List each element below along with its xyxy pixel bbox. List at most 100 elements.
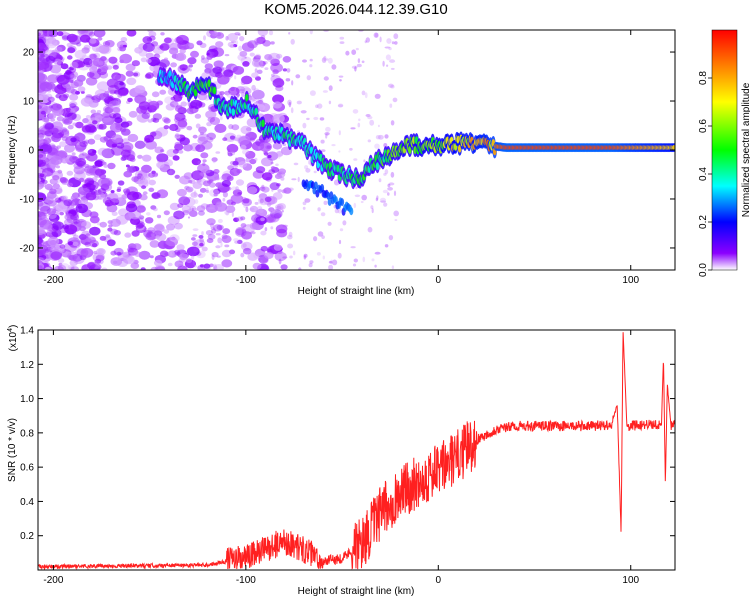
heatmap-cell bbox=[254, 41, 259, 46]
spectrogram-marks bbox=[38, 30, 675, 270]
colorbar-tick-label: 0.8 bbox=[698, 71, 709, 85]
heatmap-cell bbox=[72, 156, 77, 160]
heatmap-cell bbox=[59, 244, 66, 249]
heatmap-cell bbox=[302, 122, 307, 129]
heatmap-cell bbox=[71, 59, 84, 69]
heatmap-cell bbox=[85, 124, 96, 133]
heatmap-cell bbox=[212, 66, 223, 74]
heatmap-cell bbox=[148, 187, 155, 192]
heatmap-cell bbox=[61, 35, 69, 41]
heatmap-cell bbox=[56, 116, 64, 122]
heatmap-cell bbox=[176, 244, 185, 251]
heatmap-cell bbox=[265, 216, 274, 223]
heatmap-cell bbox=[296, 100, 302, 105]
heatmap-cell bbox=[225, 211, 229, 216]
heatmap-cell bbox=[128, 165, 138, 173]
heatmap-cell bbox=[160, 32, 165, 36]
heatmap-cell bbox=[70, 213, 80, 221]
heatmap-cell bbox=[321, 235, 325, 240]
heatmap-cell bbox=[233, 44, 238, 48]
heatmap-cell bbox=[257, 218, 261, 221]
heatmap-cell bbox=[128, 110, 138, 118]
heatmap-cell bbox=[247, 41, 253, 45]
heatmap-cell bbox=[100, 56, 107, 62]
heatmap-cell bbox=[276, 53, 283, 59]
heatmap-cell bbox=[186, 107, 196, 115]
heatmap-cell bbox=[371, 258, 375, 262]
heatmap-cell bbox=[326, 191, 331, 200]
heatmap-cell bbox=[67, 124, 74, 130]
heatmap-cell bbox=[356, 63, 362, 68]
heatmap-cell bbox=[384, 244, 389, 248]
heatmap-cell bbox=[267, 154, 272, 159]
heatmap-cell bbox=[387, 187, 393, 191]
snr-scale-label: (x104) bbox=[7, 325, 19, 352]
heatmap-cell bbox=[264, 54, 273, 61]
heatmap-cell bbox=[235, 228, 247, 237]
heatmap-cell bbox=[198, 126, 207, 134]
heatmap-cell bbox=[207, 79, 211, 88]
heatmap-cell bbox=[94, 160, 104, 168]
heatmap-cell bbox=[206, 204, 211, 208]
heatmap-cell bbox=[106, 239, 116, 247]
snr-ylabel: SNR (10 * v/v) bbox=[7, 418, 18, 482]
heatmap-cell bbox=[99, 71, 109, 79]
heatmap-cell bbox=[246, 224, 252, 227]
heatmap-cell bbox=[117, 94, 123, 98]
heatmap-cell bbox=[121, 195, 127, 201]
heatmap-cell bbox=[173, 210, 185, 220]
heatmap-cell bbox=[293, 250, 296, 256]
heatmap-cell bbox=[234, 32, 241, 36]
heatmap-cell bbox=[78, 30, 86, 34]
heatmap-cell bbox=[113, 247, 124, 256]
heatmap-cell bbox=[306, 117, 310, 121]
heatmap-cell bbox=[272, 69, 279, 75]
heatmap-cell bbox=[193, 190, 197, 197]
heatmap-cell bbox=[251, 134, 257, 139]
heatmap-cell bbox=[87, 262, 96, 270]
heatmap-cell bbox=[51, 88, 57, 92]
heatmap-cell bbox=[198, 235, 204, 239]
heatmap-cell bbox=[112, 107, 121, 113]
heatmap-cell bbox=[272, 94, 285, 104]
heatmap-cell bbox=[42, 157, 50, 163]
heatmap-cell bbox=[186, 125, 193, 131]
heatmap-cell bbox=[117, 186, 122, 190]
heatmap-cell bbox=[200, 57, 209, 64]
heatmap-cell bbox=[85, 77, 98, 86]
heatmap-cell bbox=[159, 250, 169, 258]
heatmap-cell bbox=[313, 170, 317, 174]
colorbar-tick-label: 0.4 bbox=[698, 167, 709, 181]
heatmap-cell bbox=[243, 203, 249, 209]
heatmap-cell bbox=[165, 240, 171, 245]
heatmap-cell bbox=[41, 116, 50, 123]
heatmap-cell bbox=[38, 139, 44, 146]
heatmap-cell bbox=[86, 152, 98, 162]
heatmap-cell bbox=[92, 149, 97, 154]
heatmap-cell bbox=[259, 63, 265, 68]
heatmap-cell bbox=[215, 182, 223, 188]
heatmap-cell bbox=[271, 73, 275, 78]
heatmap-cell bbox=[302, 201, 307, 206]
heatmap-cell bbox=[192, 260, 195, 266]
heatmap-cell bbox=[133, 72, 139, 77]
heatmap-cell bbox=[331, 64, 337, 70]
heatmap-cell bbox=[275, 151, 284, 157]
heatmap-cell bbox=[276, 205, 282, 210]
heatmap-cell bbox=[303, 255, 307, 260]
heatmap-cell bbox=[291, 178, 297, 181]
heatmap-cell bbox=[164, 96, 175, 105]
heatmap-cell bbox=[222, 137, 228, 142]
heatmap-cell bbox=[374, 251, 381, 255]
heatmap-cell bbox=[231, 211, 234, 218]
heatmap-cell bbox=[59, 263, 70, 270]
heatmap-cell bbox=[159, 43, 170, 51]
heatmap-cell bbox=[389, 59, 396, 63]
heatmap-cell bbox=[167, 250, 175, 256]
heatmap-cell bbox=[53, 265, 64, 270]
heatmap-cell bbox=[224, 76, 231, 81]
heatmap-cell bbox=[206, 187, 209, 192]
heatmap-cell bbox=[330, 259, 334, 265]
heatmap-cell bbox=[172, 155, 180, 161]
heatmap-cell bbox=[159, 89, 167, 95]
